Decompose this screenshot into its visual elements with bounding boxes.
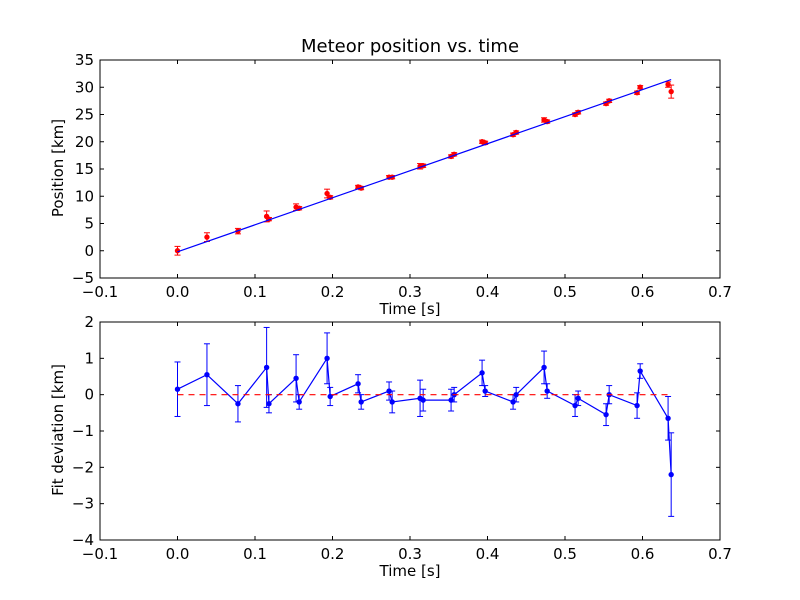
data-point [174,386,181,392]
deviation-plot: Time [s] Fit deviation [km] −0.1 0.0 0.1 0.… [49,313,732,580]
data-point [324,190,330,197]
x-tick-label: 0.2 [321,545,345,563]
data-point [204,371,210,378]
y-tick-label: 0 [84,386,94,404]
x-tick-label: 0.0 [166,545,190,563]
data-point [266,401,272,407]
data-point [665,81,671,88]
data-point [293,375,299,382]
position-plot: Meteor position vs. time Time [s] Positi… [49,36,732,318]
x-tick-label: 0.6 [631,283,655,301]
data-point [541,364,547,371]
data-point [575,395,581,401]
y-axis-label: Fit deviation [km] [49,364,67,496]
fit-line [177,79,672,253]
data-point [263,364,270,371]
y-tick-label: −1 [72,422,94,440]
y-tick-label: 1 [84,349,94,367]
x-axis-label: Time [s] [379,562,441,580]
x-tick-label: 0.7 [708,283,732,301]
y-tick-label: 25 [75,106,94,124]
data-point [204,234,210,240]
data-point [448,397,454,403]
y-tick-label: 2 [84,313,94,331]
data-point [358,399,364,405]
data-point [327,393,333,400]
plot-area: −0.1 0.0 0.1 0.2 0.3 0.4 0.5 0.6 0.7 −4 −3 −2 −1 0 1 2 [72,313,732,563]
data-point [235,401,241,407]
x-tick-label: 0.3 [398,283,422,301]
data-point [482,388,488,394]
x-tick-label: 0.1 [243,283,267,301]
y-tick-label: −4 [72,531,94,549]
y-tick-label: 15 [75,160,94,178]
plot-area: −0.1 0.0 0.1 0.2 0.3 0.4 0.5 0.6 0.7 −5 0 5 10 15 20 25… [72,51,732,301]
y-tick-label: 0 [84,242,94,260]
data-point [603,411,609,418]
data-point [634,402,640,409]
y-axis-label: Position [km] [49,119,67,217]
y-tick-label: 10 [75,187,94,205]
x-tick-label: 0.5 [553,545,577,563]
y-tick-label: −3 [72,495,94,513]
x-tick-label: 0.1 [243,545,267,563]
axes-frame [99,59,721,279]
data-point [513,391,519,398]
data-point [637,368,643,374]
x-tick-label: 0.4 [476,283,500,301]
x-tick-label: 0.5 [553,283,577,301]
data-point [355,381,361,387]
x-tick-label: 0.3 [398,545,422,563]
data-point [479,370,485,376]
data-point [544,388,550,394]
y-tick-label: 5 [84,215,94,233]
x-axis-label: Time [s] [379,300,441,318]
y-tick-label: 30 [75,78,94,96]
x-tick-label: 0.6 [631,545,655,563]
chart-title: Meteor position vs. time [301,36,519,57]
data-point [668,88,674,95]
x-tick-label: −0.1 [82,545,118,563]
data-point [324,355,330,362]
data-point [668,471,674,478]
y-tick-label: 20 [75,133,94,151]
x-tick-label: 0.0 [166,283,190,301]
x-tick-label: 0.7 [708,545,732,563]
x-tick-label: 0.4 [476,545,500,563]
x-tick-label: 0.2 [321,283,345,301]
y-tick-label: −5 [72,269,94,287]
data-point [637,84,643,90]
axes-frame [99,321,721,541]
y-tick-label: −2 [72,458,94,476]
data-point [420,397,426,403]
data-point [389,399,395,405]
data-point [296,399,302,405]
x-tick-label: −0.1 [82,283,118,301]
y-tick-label: 35 [75,51,94,69]
data-point [665,415,671,421]
